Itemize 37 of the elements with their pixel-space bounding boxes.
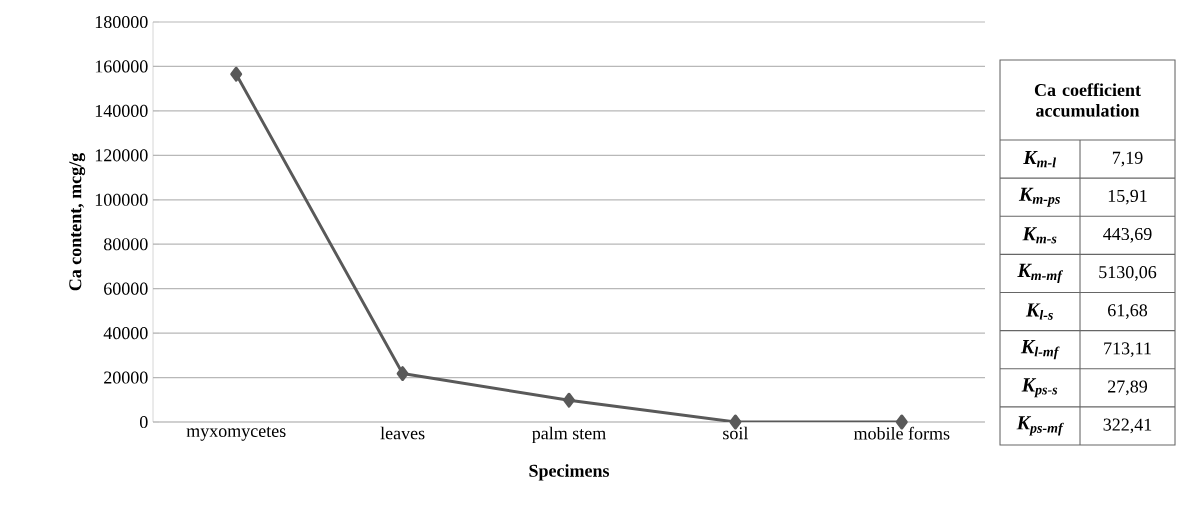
text: 713,11 [1104,342,1151,358]
text: 27,89 [1108,380,1148,396]
text: 5130,06 [1099,266,1157,281]
text: 322,41 [1103,418,1152,434]
text: K$_{m-ps}$ [1018,187,1060,207]
x-tick-label: myxomycetes [186,426,286,441]
y-tick-label: 100000 [95,193,148,206]
text: K$_{ps-s}$ [1021,378,1058,398]
text: K$_{ps-mf}$ [1016,416,1064,436]
text: 443,69 [1103,227,1152,243]
y-tick-label: 60000 [104,282,148,295]
y-tick-label: 180000 [95,15,148,29]
text: 7,19 [1112,151,1143,167]
y-tick-label: 120000 [95,149,148,162]
point [230,66,243,82]
point [396,366,409,382]
text: Ca coefficient accumulation [1034,83,1141,117]
y-tick-label: 160000 [95,60,148,73]
x-tick-label: soil [723,426,749,440]
text: K$_{l-s}$ [1025,303,1053,320]
x-tick-label: mobile forms [853,426,950,440]
y-tick-label: 20000 [104,371,148,384]
text: K$_{m-mf}$ [1017,263,1064,284]
text: 61,68 [1108,304,1148,319]
y-tick-label: 140000 [95,104,148,117]
y-tick-label: 80000 [103,238,148,251]
text: K$_{m-s}$ [1022,227,1057,244]
text: K$_{l-mf}$ [1020,340,1060,360]
x-axis-title: Specimens [529,464,610,481]
y-tick-label: 0 [139,415,148,429]
y-tick-label: 40000 [103,327,148,340]
text: 15,91 [1108,189,1147,205]
x-tick-label: leaves [380,426,425,440]
x-tick-label: palm stem [532,426,606,444]
y-axis-title: Ca content, mcg/g [69,152,86,291]
point [563,392,575,408]
text: K$_{m-l}$ [1023,150,1057,168]
